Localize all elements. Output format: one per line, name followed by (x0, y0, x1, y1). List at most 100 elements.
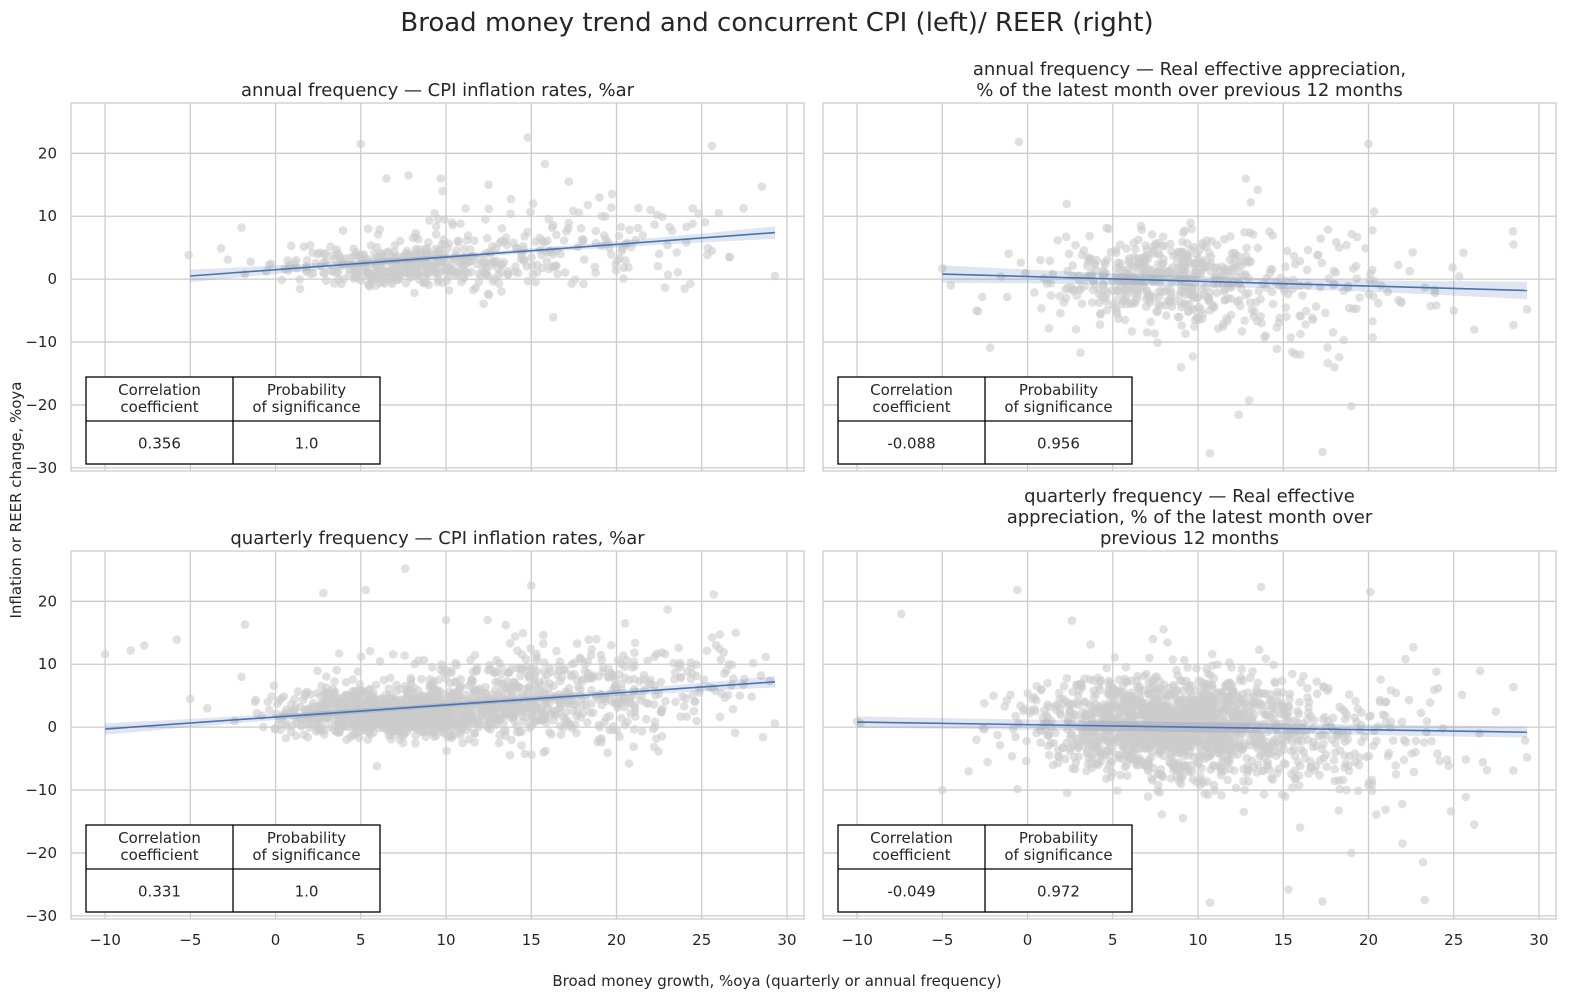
x-tick-label: 20 (1359, 931, 1378, 949)
scatter-point (140, 641, 149, 650)
scatter-point (1075, 680, 1084, 689)
scatter-point (1308, 313, 1317, 323)
scatter-point (1104, 680, 1114, 690)
scatter-point (1334, 352, 1344, 362)
scatter-point (562, 227, 571, 236)
scatter-point (365, 646, 375, 656)
scatter-point (511, 262, 520, 271)
scatter-point (1401, 654, 1410, 664)
scatter-point (595, 193, 604, 202)
scatter-point (1253, 243, 1263, 253)
scatter-point (457, 682, 466, 691)
scatter-point (1261, 331, 1270, 340)
scatter-point (1399, 755, 1409, 765)
scatter-point (1148, 776, 1157, 785)
scatter-point (1262, 710, 1272, 719)
x-tick-label: 25 (692, 931, 711, 949)
scatter-point (656, 707, 666, 717)
scatter-point (203, 704, 212, 713)
scatter-point (1077, 299, 1087, 309)
scatter-point (463, 231, 473, 240)
scatter-point (1321, 750, 1331, 759)
x-tick-label: 10 (1188, 931, 1207, 949)
scatter-point (1256, 699, 1265, 708)
scatter-point (646, 205, 655, 215)
axes-frame (70, 550, 805, 920)
scatter-point (1212, 263, 1222, 272)
scatter-point (1207, 649, 1217, 659)
scatter-point (1048, 269, 1057, 279)
scatter-point (368, 721, 377, 730)
scatter-point (1197, 314, 1207, 324)
scatter-point (1172, 694, 1181, 703)
scatter-point (1079, 246, 1089, 255)
regression-line (105, 681, 776, 730)
scatter-point (421, 732, 431, 742)
scatter-point (607, 203, 616, 212)
scatter-point (1114, 751, 1124, 760)
scatter-point (1475, 666, 1485, 676)
scatter-point (341, 678, 351, 687)
scatter-point (674, 643, 683, 653)
scatter-point (558, 712, 568, 722)
scatter-point (286, 241, 296, 251)
panel-title-line: appreciation, % of the latest month over (1007, 507, 1373, 528)
scatter-point (252, 708, 262, 718)
scatter-point (1216, 767, 1226, 776)
scatter-point (758, 732, 768, 742)
scatter-point (1335, 702, 1344, 712)
scatter-point (707, 246, 717, 256)
scatter-point (663, 270, 673, 280)
scatter-point (996, 272, 1006, 281)
scatter-point (1318, 897, 1327, 906)
scatter-point (1213, 660, 1222, 669)
scatter-point (756, 671, 766, 680)
scatter-point (576, 684, 585, 694)
scatter-point (1153, 338, 1162, 348)
scatter-point (614, 231, 624, 241)
scatter-point (1312, 677, 1322, 686)
scatter-point (1206, 765, 1216, 774)
scatter-point (1197, 682, 1207, 691)
scatter-point (1086, 708, 1095, 718)
scatter-point (1071, 240, 1080, 250)
scatter-point (593, 737, 602, 747)
scatter-point (1459, 248, 1468, 257)
scatter-point (1397, 799, 1407, 809)
scatter-point (1195, 245, 1204, 255)
scatter-point (1129, 746, 1138, 756)
scatter-point (1409, 642, 1418, 652)
scatter-point (342, 735, 351, 744)
scatter-point (1177, 321, 1186, 330)
scatter-point (682, 712, 691, 721)
scatter-point (1281, 759, 1290, 769)
scatter-point (1242, 753, 1251, 763)
scatter-point (351, 696, 361, 706)
scatter-point (1369, 292, 1378, 301)
scatter-point (1274, 764, 1284, 774)
panel-2: annual frequency — Real effective apprec… (822, 59, 1557, 472)
scatter-point (1522, 753, 1532, 762)
scatter-point (1148, 713, 1158, 722)
scatter-point (1203, 669, 1213, 678)
scatter-point (1235, 676, 1245, 685)
scatter-point (1178, 228, 1188, 238)
scatter-point (757, 182, 767, 191)
figure-xlabel: Broad money growth, %oya (quarterly or a… (552, 972, 1001, 990)
scatter-point (1265, 695, 1275, 705)
scatter-point (1284, 731, 1293, 740)
scatter-point (539, 630, 548, 640)
scatter-point (507, 735, 516, 745)
scatter-point (1000, 702, 1009, 711)
scatter-point (1398, 839, 1407, 848)
scatter-point (372, 761, 382, 771)
scatter-point (856, 719, 865, 728)
scatter-point (506, 194, 516, 204)
scatter-point (429, 676, 438, 686)
scatter-point (599, 231, 609, 240)
scatter-point (1368, 333, 1378, 342)
scatter-point (401, 681, 410, 691)
scatter-point (584, 635, 593, 644)
scatter-point (1179, 258, 1189, 267)
